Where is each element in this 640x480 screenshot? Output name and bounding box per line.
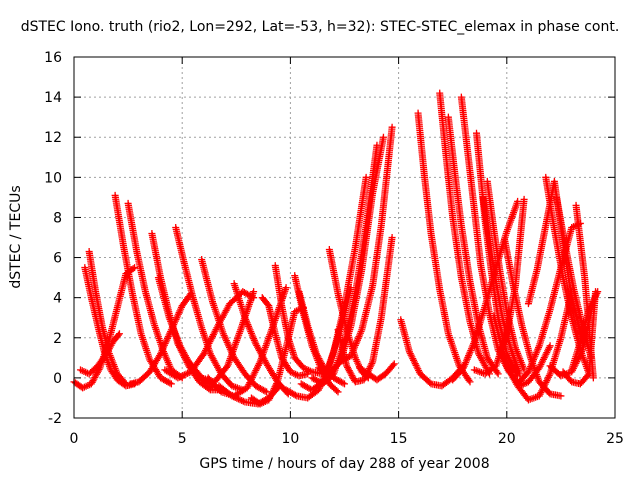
data-point — [174, 374, 182, 382]
data-series — [76, 330, 123, 378]
data-point — [182, 370, 190, 378]
data-point — [233, 394, 241, 402]
data-point — [239, 397, 247, 405]
y-tick-label: 2 — [53, 331, 62, 347]
data-series — [126, 290, 195, 388]
data-point — [177, 372, 185, 380]
data-point — [272, 381, 280, 389]
data-point — [167, 380, 175, 388]
y-tick-label: 12 — [44, 130, 62, 146]
data-point — [184, 369, 192, 377]
y-tick-label: 16 — [44, 50, 62, 66]
data-point — [273, 380, 281, 388]
y-tick-labels: -2 0 2 4 6 8 10 12 14 16 — [44, 50, 62, 427]
data-point — [250, 288, 258, 296]
data-point — [180, 371, 188, 379]
data-series — [315, 133, 387, 378]
data-point — [231, 393, 239, 401]
x-tick-label: 20 — [498, 431, 516, 447]
data-point — [267, 391, 275, 399]
data-point — [114, 331, 122, 339]
x-tick-label: 0 — [70, 431, 79, 447]
data-point — [265, 396, 273, 404]
data-point — [228, 392, 236, 400]
data-point — [268, 389, 276, 397]
chart-title: dSTEC Iono. truth (rio2, Lon=292, Lat=-5… — [20, 19, 620, 35]
y-tick-label: 14 — [44, 90, 62, 106]
data-points — [70, 89, 602, 408]
y-tick-label: 0 — [53, 371, 62, 387]
data-point — [261, 387, 269, 395]
x-tick-label: 25 — [606, 431, 624, 447]
data-point — [175, 373, 183, 381]
data-point — [115, 330, 123, 338]
data-point — [271, 383, 279, 391]
y-tick-label: 6 — [53, 251, 62, 267]
data-point — [266, 393, 274, 401]
data-point — [236, 396, 244, 404]
data-point — [230, 393, 238, 401]
data-point — [339, 379, 347, 387]
x-tick-label: 15 — [390, 431, 408, 447]
data-point — [291, 391, 299, 399]
y-tick-label: 4 — [53, 291, 62, 307]
data-point — [341, 380, 348, 388]
x-tick-label: 5 — [178, 431, 187, 447]
x-axis-label: GPS time / hours of day 288 of year 2008 — [199, 456, 490, 472]
data-point — [282, 284, 290, 292]
data-point — [263, 388, 271, 396]
data-series — [258, 294, 312, 380]
data-series — [295, 288, 348, 388]
x-tick-labels: 0 5 10 15 20 25 — [70, 431, 624, 447]
y-tick-label: 8 — [53, 210, 62, 226]
data-series — [271, 262, 327, 378]
data-point — [179, 372, 187, 380]
data-point — [166, 379, 174, 387]
data-point — [131, 264, 139, 272]
data-point — [234, 395, 242, 403]
data-point — [270, 384, 278, 392]
data-point — [379, 133, 387, 141]
data-point — [269, 388, 277, 396]
data-point — [264, 300, 272, 308]
data-point — [121, 378, 129, 386]
x-tick-label: 10 — [281, 431, 299, 447]
y-tick-label: 10 — [44, 170, 62, 186]
data-point — [333, 387, 341, 395]
data-point — [238, 396, 246, 404]
y-tick-label: -2 — [48, 411, 62, 427]
data-point — [269, 386, 277, 394]
data-series — [70, 264, 139, 392]
data-series — [198, 256, 271, 396]
y-axis-label: dSTEC / TECUs — [8, 185, 24, 289]
data-point — [334, 388, 342, 396]
data-point — [362, 173, 370, 181]
data-point — [266, 394, 274, 402]
